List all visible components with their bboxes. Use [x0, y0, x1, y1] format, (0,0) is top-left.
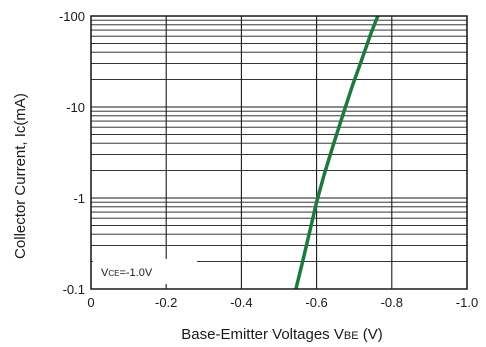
vce-annotation: VCE=-1.0V	[101, 267, 153, 279]
x-tick-label: 0	[87, 295, 94, 310]
x-axis-title: Base-Emitter Voltages VBE (V)	[181, 326, 382, 343]
series-line	[294, 16, 380, 289]
x-tick-label: -0.8	[381, 295, 403, 310]
x-tick-label: -0.2	[155, 295, 177, 310]
x-tick-label: -0.4	[230, 295, 252, 310]
x-tick-label: -0.6	[305, 295, 327, 310]
annotation-box	[93, 259, 197, 284]
x-tick-label: -1.0	[456, 295, 478, 310]
y-tick-label: -0.1	[63, 282, 85, 297]
y-tick-label: -1	[73, 191, 85, 206]
y-axis-title: Collector Current, Ic(mA)	[12, 93, 29, 259]
grid	[90, 15, 468, 290]
series-layer	[294, 16, 380, 289]
plot-frame	[90, 15, 468, 290]
x-tick-labels: 0 -0.2 -0.4 -0.6 -0.8 -1.0	[87, 295, 478, 310]
y-tick-labels: -0.1 -1 -10 -100	[59, 9, 85, 297]
y-tick-label: -10	[66, 100, 85, 115]
y-tick-label: -100	[59, 9, 85, 24]
